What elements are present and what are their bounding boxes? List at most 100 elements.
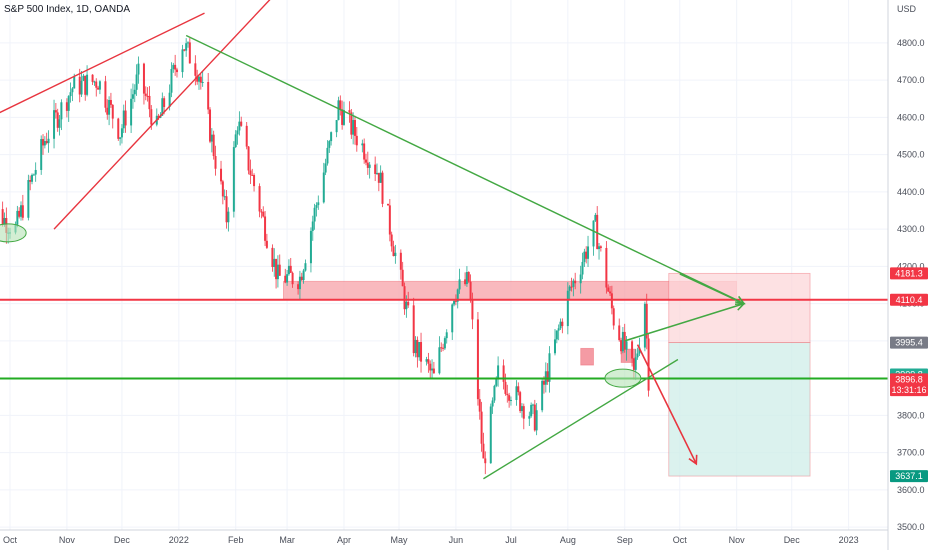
candle-body [587,246,590,259]
candle-body [67,96,70,111]
price-label-text: 3896.8 [895,374,923,384]
candle-body [21,205,24,218]
candle-body [209,109,212,142]
candle-body [148,95,151,110]
candle-body [45,141,48,144]
candle-body [361,143,364,146]
candle-body [86,74,89,95]
price-label-text: 13:31:16 [891,385,926,395]
candle-body [542,380,545,385]
candle-body [574,280,577,284]
candle-body [317,202,320,206]
price-label-box [890,267,928,280]
candle-body [146,95,149,97]
y-tick-label: 3700.0 [897,448,925,458]
candle-body [429,363,432,371]
candle-body [645,303,648,339]
chart-title: S&P 500 Index, 1D, OANDA [4,4,130,15]
candle-body [297,284,300,290]
candle-body [260,211,263,213]
x-tick-label: Jul [505,535,517,545]
price-label-box [890,384,928,397]
candle-body [29,180,32,182]
candle-body [355,135,358,146]
candle-body [201,81,204,83]
y-tick-label: 4400.0 [897,187,925,197]
price-label-box [890,293,928,306]
candle-body [519,392,522,412]
x-tick-label: Oct [673,535,688,545]
candle-body [342,110,345,125]
candle-body [212,134,215,157]
candle-body [284,275,287,283]
candle-body [163,98,166,107]
candle-body [240,121,243,126]
candle-body [497,365,500,378]
y-tick-label: 4200.0 [897,261,925,271]
arrow-head [688,454,698,466]
candle-body [453,300,456,305]
y-tick-label: 4700.0 [897,75,925,85]
candle-body [531,404,534,406]
candle-body [420,342,423,362]
candle-body [381,172,384,204]
candle-body [341,109,344,125]
candle-body [60,102,63,120]
candle-body [291,272,294,285]
candle-body [535,410,538,431]
candle-body [504,381,507,394]
candle-body [47,138,50,144]
candle-body [631,341,634,359]
candle-body [579,274,582,284]
candle-body [232,147,235,212]
candle-body [634,357,637,370]
candle-body [610,293,613,309]
candle-body [464,279,467,285]
candle-body [506,393,509,396]
candle-body [605,247,608,288]
candle-body [570,286,573,288]
candle-body [478,399,481,412]
candle-body [566,290,569,327]
candle-body [227,211,230,223]
candle-body [168,92,171,107]
price-label-text: 4181.3 [895,268,923,278]
candle-body [533,404,536,431]
candle-body [161,98,164,116]
candle-body [278,264,281,276]
candle-body [65,102,68,111]
candle-body [632,358,635,370]
candle-body [337,100,340,121]
candle-body [198,76,201,82]
candle-body [104,81,107,108]
candle-body [581,261,584,275]
y-tick-label: 3600.0 [897,485,925,495]
candle-body [427,359,430,364]
candle-body [181,49,184,73]
candle-body [56,112,59,128]
x-tick-label: Nov [729,535,746,545]
currency-label: USD [897,4,917,14]
candle-body [238,121,241,131]
candle-body [599,246,602,248]
candle-body [326,147,329,164]
candle-body [476,319,479,400]
candle-body [609,291,612,294]
candle-body [210,134,213,142]
y-tick-label: 4800.0 [897,38,925,48]
candle-body [265,240,268,248]
candle-body [133,89,136,95]
candle-body [188,42,191,64]
candle-body [555,330,558,340]
candle-body [18,210,21,217]
candle-body [454,300,457,302]
candle-body [225,196,228,223]
candle-body [1,209,4,225]
y-tick-label: 4500.0 [897,150,925,160]
candle-body [34,169,37,175]
highlight-ellipse [0,223,27,243]
candle-body [442,347,445,349]
candle-body [111,104,114,119]
